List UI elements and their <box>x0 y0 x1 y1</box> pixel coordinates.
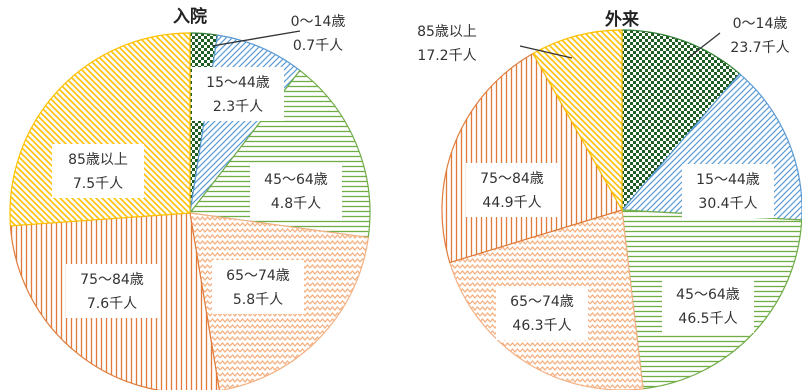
value-label-age-85-plus: 7.5千人 <box>73 176 123 192</box>
data-label-age-45-64: 45～64歳 46.5千人 <box>662 279 754 333</box>
category-label-age-65-74: 65～74歳 <box>226 268 290 284</box>
data-label-age-15-44: 15～44歳 30.4千人 <box>682 164 774 218</box>
value-label-age-0-14: 0.7千人 <box>293 38 343 54</box>
label-box-age-85-plus <box>52 144 144 198</box>
value-label-age-85-plus: 17.2千人 <box>417 48 476 64</box>
leader-line-age-0-14 <box>211 30 301 47</box>
chart-title-inpatient: 入院 <box>173 6 207 27</box>
label-box-age-45-64 <box>250 164 342 218</box>
data-label-age-0-14: 0～14歳 0.7千人 <box>211 14 346 54</box>
category-label-age-0-14: 0～14歳 <box>291 14 346 30</box>
value-label-age-45-64: 46.5千人 <box>678 311 737 327</box>
data-label-age-65-74: 65～74歳 5.8千人 <box>212 260 304 314</box>
outpatient-pie-chart: 外来 0～14歳 23.7千人 15～44歳 30.4千人 45～64歳 46.5千人 65… <box>417 9 802 390</box>
value-label-age-15-44: 2.3千人 <box>213 99 263 115</box>
data-label-age-75-84: 75～84歳 44.9千人 <box>466 163 558 217</box>
leader-line-age-85-plus <box>519 45 573 59</box>
pie-slice-age-0-14 <box>621 29 741 212</box>
category-label-age-15-44: 15～44歳 <box>696 172 760 188</box>
label-box-age-75-84 <box>66 264 158 318</box>
category-label-age-75-84: 75～84歳 <box>80 272 144 288</box>
value-label-age-75-84: 7.6千人 <box>87 296 137 312</box>
category-label-age-85-plus: 85歳以上 <box>417 24 477 40</box>
data-label-age-85-plus: 85歳以上 7.5千人 <box>52 144 144 198</box>
value-label-age-65-74: 46.3千人 <box>512 318 571 334</box>
label-box-age-65-74 <box>496 286 588 340</box>
category-label-age-75-84: 75～84歳 <box>480 171 544 187</box>
category-label-age-15-44: 15～44歳 <box>206 75 270 91</box>
pie-slice-age-85-plus <box>532 29 623 213</box>
category-label-age-0-14: 0～14歳 <box>733 16 788 32</box>
label-box-age-15-44 <box>682 164 774 218</box>
value-label-age-45-64: 4.8千人 <box>271 196 321 212</box>
leader-line-age-0-14 <box>687 32 721 59</box>
data-label-age-75-84: 75～84歳 7.6千人 <box>66 264 158 318</box>
data-label-age-65-74: 65～74歳 46.3千人 <box>496 286 588 340</box>
category-label-age-45-64: 45～64歳 <box>676 287 740 303</box>
category-label-age-85-plus: 85歳以上 <box>68 152 128 168</box>
label-box-age-65-74 <box>212 260 304 314</box>
label-box-age-15-44 <box>192 67 284 121</box>
inpatient-pie-chart: 入院 0～14歳 0.7千人 15～44歳 2.3千人 45～64歳 4.8千人 65～74… <box>9 6 371 390</box>
data-label-age-15-44: 15～44歳 2.3千人 <box>192 67 284 121</box>
value-label-age-75-84: 44.9千人 <box>482 195 541 211</box>
data-label-age-85-plus: 85歳以上 17.2千人 <box>417 24 573 64</box>
label-box-age-45-64 <box>662 279 754 333</box>
data-label-age-45-64: 45～64歳 4.8千人 <box>250 164 342 218</box>
label-box-age-75-84 <box>466 163 558 217</box>
chart-title-outpatient: 外来 <box>605 9 640 30</box>
category-label-age-45-64: 45～64歳 <box>264 172 328 188</box>
value-label-age-15-44: 30.4千人 <box>698 196 757 212</box>
data-label-age-0-14: 0～14歳 23.7千人 <box>687 16 790 59</box>
value-label-age-65-74: 5.8千人 <box>233 292 283 308</box>
category-label-age-65-74: 65～74歳 <box>510 294 574 310</box>
value-label-age-0-14: 23.7千人 <box>730 40 789 56</box>
